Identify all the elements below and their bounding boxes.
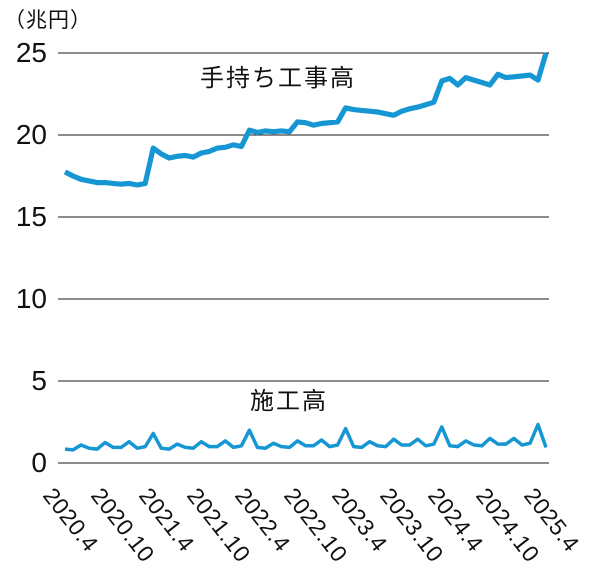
y-axis-unit-label: （兆円） [4,9,92,32]
y-tick-0: 0 [31,447,47,478]
y-tick-20: 20 [15,119,47,150]
y-tick-5: 5 [31,365,47,396]
construction-volume-series-label: 施工高 [250,388,328,415]
gridlines [58,52,549,464]
y-tick-25: 25 [15,37,47,68]
construction-volume-line [64,422,548,452]
y-tick-15: 15 [15,201,47,232]
y-tick-10: 10 [15,283,47,314]
backlog-series-label: 手持ち工事高 [200,65,356,92]
backlog-line [63,52,549,188]
